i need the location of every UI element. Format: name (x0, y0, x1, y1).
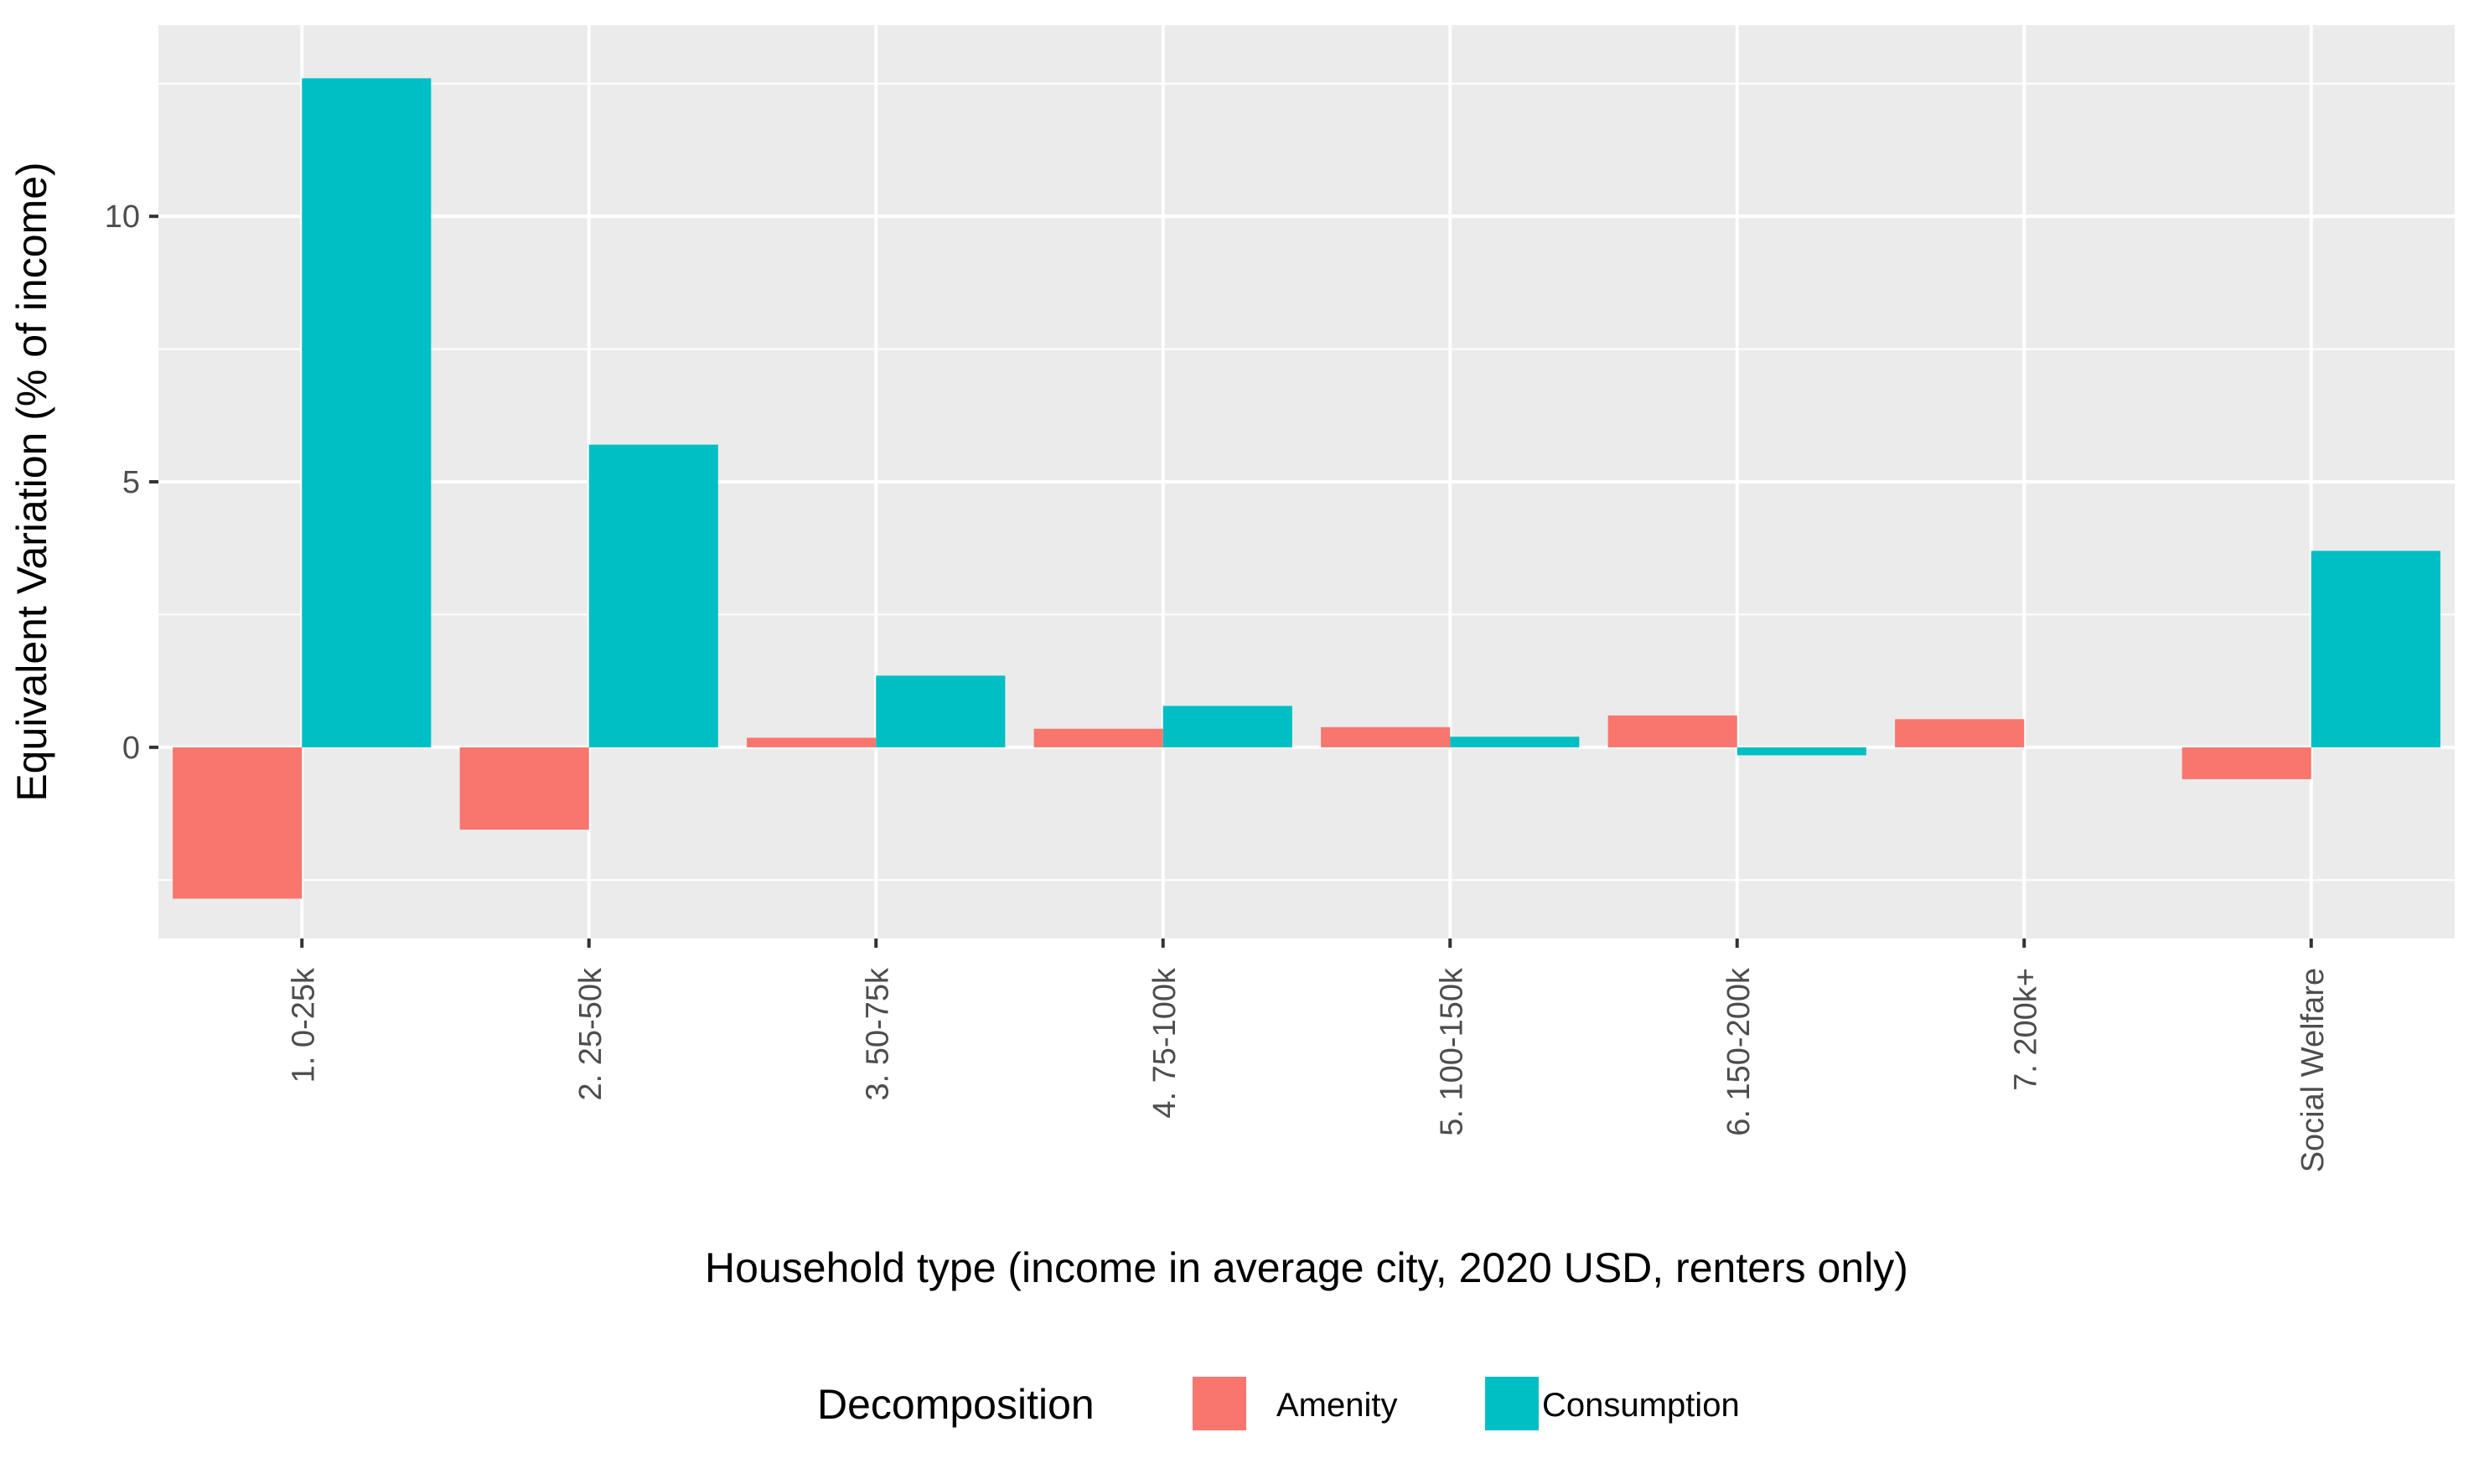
bar-consumption-7 (2311, 551, 2440, 747)
bar-amenity-1 (459, 747, 589, 830)
x-tick-label: 7. 200k+ (2008, 968, 2043, 1091)
bars (173, 78, 2440, 899)
x-tick-label: Social Welfare (2295, 968, 2331, 1172)
y-tick-label: 0 (122, 731, 140, 766)
bar-amenity-0 (173, 747, 303, 899)
legend-label-consumption: Consumption (1542, 1387, 1740, 1424)
x-tick-label: 1. 0-25k (286, 967, 321, 1083)
bar-amenity-5 (1607, 715, 1737, 747)
x-tick-label: 4. 75-100k (1147, 967, 1183, 1119)
y-axis-title: Equivalent Variation (% of income) (8, 162, 55, 801)
bar-amenity-4 (1321, 726, 1451, 747)
legend-key-amenity (1193, 1377, 1246, 1430)
bar-consumption-2 (876, 675, 1006, 747)
bar-amenity-2 (747, 737, 877, 747)
bar-consumption-5 (1736, 747, 1866, 756)
bar-amenity-6 (1895, 719, 2025, 747)
bar-consumption-1 (588, 444, 718, 747)
legend-label-amenity: Amenity (1276, 1387, 1398, 1424)
legend: Decomposition Amenity Consumption (817, 1377, 1740, 1430)
y-tick-label: 10 (105, 199, 140, 235)
bar-amenity-3 (1033, 728, 1163, 747)
y-tick-label: 5 (122, 465, 140, 500)
x-tick-label: 3. 50-75k (860, 967, 895, 1100)
x-tick-label: 6. 150-200k (1721, 967, 1757, 1136)
minor-gridlines (158, 82, 2455, 882)
x-axis: 1. 0-25k 2. 25-50k 3. 50-75k 4. 75-100k 5. 1… (286, 938, 2331, 1172)
y-axis: 0 5 10 (105, 199, 158, 766)
legend-key-consumption (1485, 1377, 1539, 1430)
bar-amenity-7 (2182, 747, 2311, 779)
x-tick-label: 5. 100-150k (1434, 967, 1469, 1136)
x-tick-label: 2. 25-50k (573, 967, 608, 1100)
bar-consumption-0 (302, 78, 432, 747)
x-axis-title: Household type (income in average city, … (705, 1244, 1908, 1291)
bar-consumption-3 (1162, 706, 1292, 747)
legend-title: Decomposition (817, 1381, 1095, 1428)
bar-consumption-4 (1450, 737, 1580, 747)
